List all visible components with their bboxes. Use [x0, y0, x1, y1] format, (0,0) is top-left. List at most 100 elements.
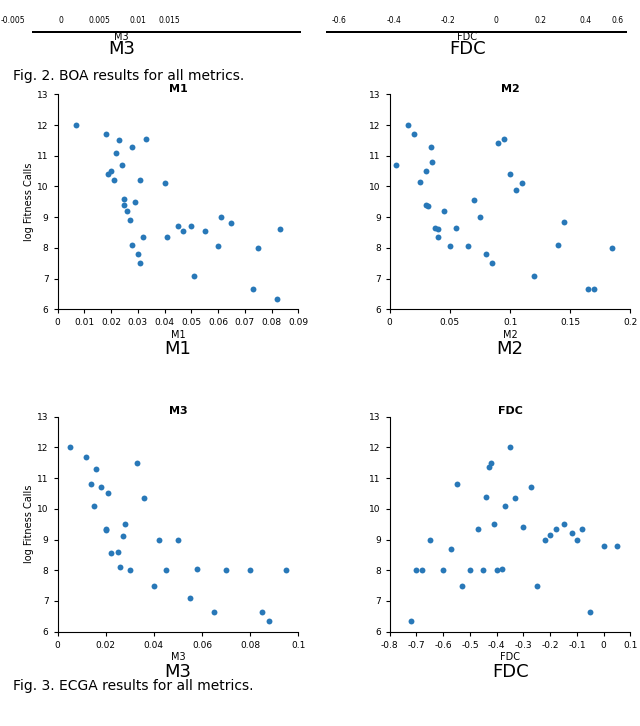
Point: [132, 457, 142, 468]
Point: [209, 606, 219, 618]
Point: [114, 134, 124, 146]
Text: FDC: FDC: [492, 663, 529, 680]
Point: [481, 248, 491, 260]
Point: [607, 242, 618, 253]
Point: [88, 500, 99, 512]
Point: [559, 518, 569, 530]
Point: [438, 564, 449, 576]
Y-axis label: log Fitness Calls: log Fitness Calls: [24, 485, 35, 563]
Text: M3: M3: [108, 41, 135, 59]
Point: [598, 540, 609, 552]
Title: FDC: FDC: [498, 406, 522, 416]
Point: [65, 441, 75, 453]
Point: [86, 478, 97, 490]
Text: 0.005: 0.005: [88, 16, 110, 25]
Text: 0.4: 0.4: [580, 16, 591, 25]
Point: [116, 159, 127, 171]
Text: 0.2: 0.2: [535, 16, 547, 25]
Point: [106, 547, 116, 559]
Point: [91, 463, 101, 475]
Point: [612, 540, 622, 552]
Point: [469, 195, 479, 206]
Point: [409, 129, 419, 140]
Point: [511, 184, 521, 195]
X-axis label: M3: M3: [171, 653, 185, 662]
Point: [71, 119, 81, 131]
Point: [120, 518, 130, 530]
Point: [161, 564, 171, 576]
Point: [553, 239, 563, 250]
Point: [213, 240, 223, 252]
Point: [532, 580, 542, 592]
Point: [478, 564, 488, 576]
Point: [412, 564, 422, 576]
Point: [433, 232, 443, 243]
Point: [127, 239, 138, 250]
Point: [451, 478, 461, 490]
Point: [445, 240, 455, 252]
Point: [141, 133, 151, 144]
Point: [492, 564, 502, 576]
Point: [118, 531, 128, 542]
Text: 0.015: 0.015: [159, 16, 180, 25]
Point: [390, 159, 401, 171]
Point: [518, 521, 529, 533]
Point: [426, 141, 436, 152]
Point: [473, 523, 483, 534]
Title: M3: M3: [168, 406, 188, 416]
Point: [186, 221, 196, 232]
X-axis label: M2: M2: [502, 330, 517, 340]
Point: [403, 119, 413, 131]
Point: [159, 178, 170, 189]
Point: [173, 534, 183, 545]
Point: [248, 284, 258, 295]
Text: 0: 0: [493, 16, 499, 25]
Point: [465, 564, 475, 576]
Text: Fig. 3. ECGA results for all metrics.: Fig. 3. ECGA results for all metrics.: [13, 679, 253, 693]
Point: [420, 166, 431, 177]
Point: [162, 232, 172, 243]
Point: [100, 523, 111, 534]
Text: FDC: FDC: [457, 32, 477, 42]
Point: [577, 523, 588, 534]
Y-axis label: log Fitness Calls: log Fitness Calls: [24, 163, 35, 241]
Point: [100, 129, 111, 140]
Point: [499, 133, 509, 144]
Point: [216, 211, 226, 223]
Point: [439, 205, 449, 217]
Point: [487, 258, 497, 269]
Point: [500, 500, 510, 512]
Point: [484, 462, 494, 473]
Text: 0: 0: [58, 16, 63, 25]
Point: [505, 441, 515, 453]
Point: [457, 580, 467, 592]
Text: M2: M2: [497, 340, 524, 358]
Point: [119, 199, 129, 211]
Point: [154, 534, 164, 545]
Point: [81, 451, 92, 462]
Point: [100, 524, 111, 536]
Point: [148, 580, 159, 592]
Point: [178, 225, 188, 237]
Point: [103, 168, 113, 180]
Point: [200, 225, 210, 237]
Point: [427, 156, 437, 168]
Point: [475, 211, 485, 223]
Point: [451, 222, 461, 234]
Point: [125, 214, 135, 226]
Point: [189, 269, 199, 281]
Point: [505, 168, 515, 180]
Text: M1: M1: [164, 340, 191, 358]
Text: M3: M3: [164, 663, 191, 680]
Point: [173, 221, 183, 232]
Text: -0.4: -0.4: [386, 16, 401, 25]
Point: [497, 563, 507, 574]
Point: [526, 481, 536, 493]
Point: [115, 561, 125, 573]
Text: 0.01: 0.01: [129, 16, 146, 25]
Point: [406, 615, 416, 627]
Point: [111, 147, 122, 158]
Point: [540, 534, 550, 545]
Point: [253, 242, 263, 253]
Point: [130, 196, 140, 208]
